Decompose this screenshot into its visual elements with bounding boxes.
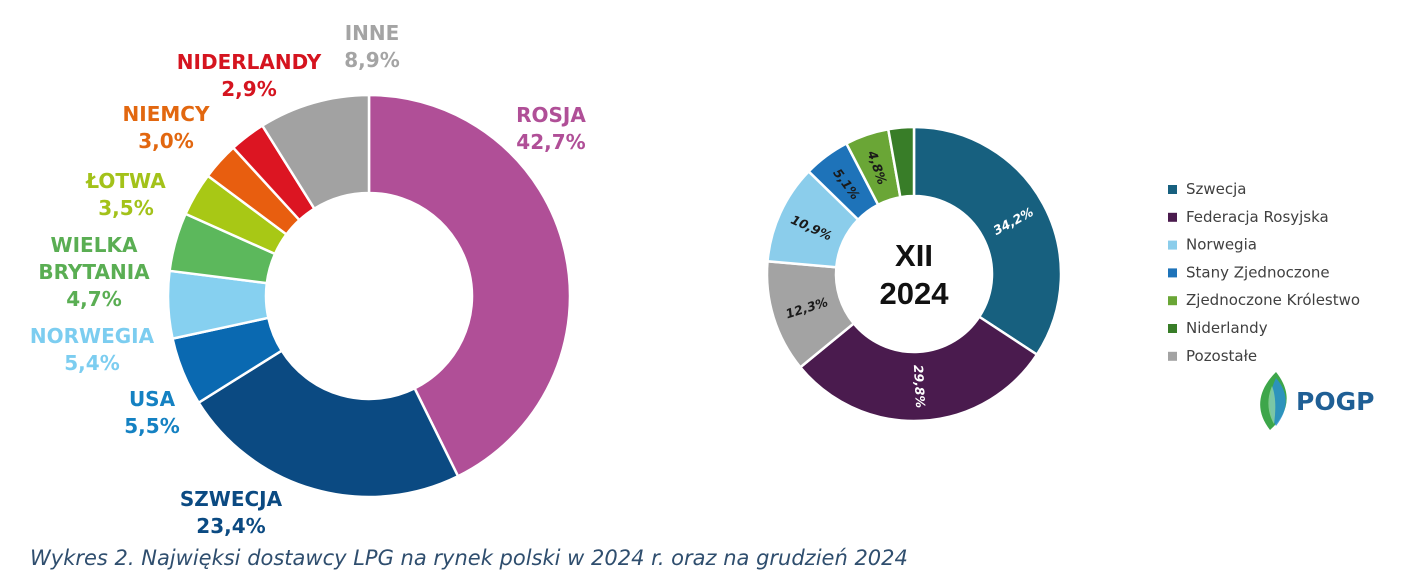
category-label-niderlandy: NIDERLANDY — [177, 50, 322, 74]
legend-label-federacja-rosyjska: Federacja Rosyjska — [1186, 208, 1329, 226]
legend-swatch-szwecja — [1168, 185, 1177, 194]
legend-label-pozostale: Pozostałe — [1186, 347, 1257, 365]
legend-label-zjednoczone-krolestwo: Zjednoczone Królestwo — [1186, 291, 1360, 309]
legend-swatch-niderlandy — [1168, 324, 1177, 333]
pogp-logo: POGP — [1260, 372, 1374, 430]
category-label-rosja: ROSJA — [516, 103, 586, 127]
donut-chart-dec-2024: 34,2%29,8%12,3%10,9%5,1% 4,8% — [765, 125, 1063, 423]
center-text-line-1: XII — [895, 238, 933, 273]
legend-swatch-zjednoczone-krolestwo — [1168, 296, 1177, 306]
value-label-rosja: 42,7% — [516, 130, 585, 154]
category-label-usa: USA — [129, 387, 176, 411]
category-label-wielka-brytania: BRYTANIA — [38, 260, 150, 284]
category-label-norwegia: NORWEGIA — [30, 324, 155, 348]
legend-swatch-pozostale — [1168, 351, 1177, 361]
donut-chart-2024-labels: ROSJA 42,7% SZWECJA 23,4% USA 5,5% NORWEGIA 5,4… — [30, 21, 586, 538]
logo-text: POGP — [1296, 387, 1374, 416]
slice-szwecja — [196, 348, 460, 499]
legend-label-norwegia: Norwegia — [1186, 236, 1257, 254]
slice-inne — [260, 93, 371, 211]
value-label-inne: 8,9% — [344, 48, 399, 72]
legend-label-stany-zjednoczone: Stany Zjednoczone — [1186, 263, 1330, 281]
category-label-inne: INNE — [345, 21, 400, 45]
value-label-wielka-brytania: 4,7% — [66, 287, 121, 311]
donut-chart-2024 — [166, 93, 572, 499]
legend: Szwecja Federacja Rosyjska Norwegia Stany Z… — [1168, 180, 1360, 365]
slice-federacja-rosyjska — [798, 315, 1039, 423]
slice-rosja — [367, 93, 572, 478]
legend-label-niderlandy: Niderlandy — [1186, 319, 1268, 337]
category-label-lotwa: ŁOTWA — [85, 169, 166, 193]
value-label-lotwa: 3,5% — [98, 196, 153, 220]
legend-label-szwecja: Szwecja — [1186, 180, 1247, 198]
slice-szwecja — [912, 125, 1063, 357]
leaf-icon-highlight — [1268, 386, 1276, 424]
legend-swatch-stany-zjednoczone — [1168, 268, 1177, 278]
category-label-szwecja: SZWECJA — [180, 487, 283, 511]
figure-caption: Wykres 2. Najwięksi dostawcy LPG na ryne… — [30, 546, 908, 570]
value-label-norwegia: 5,4% — [64, 351, 119, 375]
category-label-niemcy: NIEMCY — [123, 102, 210, 126]
value-label-federacja-rosyjska: 29,8% — [911, 364, 928, 408]
slice-niderlandy — [886, 125, 916, 199]
donut-center-label: XII 2024 — [880, 238, 950, 311]
value-label-szwecja: 23,4% — [196, 514, 265, 538]
legend-swatch-norwegia — [1168, 240, 1177, 250]
value-label-niemcy: 3,0% — [138, 129, 193, 153]
value-label-usa: 5,5% — [124, 414, 179, 438]
value-label-niderlandy: 2,9% — [221, 77, 276, 101]
category-label-wielka-brytania: WIELKA — [51, 233, 138, 257]
center-text-line-2: 2024 — [880, 276, 950, 311]
legend-swatch-federacja-rosyjska — [1168, 212, 1177, 222]
